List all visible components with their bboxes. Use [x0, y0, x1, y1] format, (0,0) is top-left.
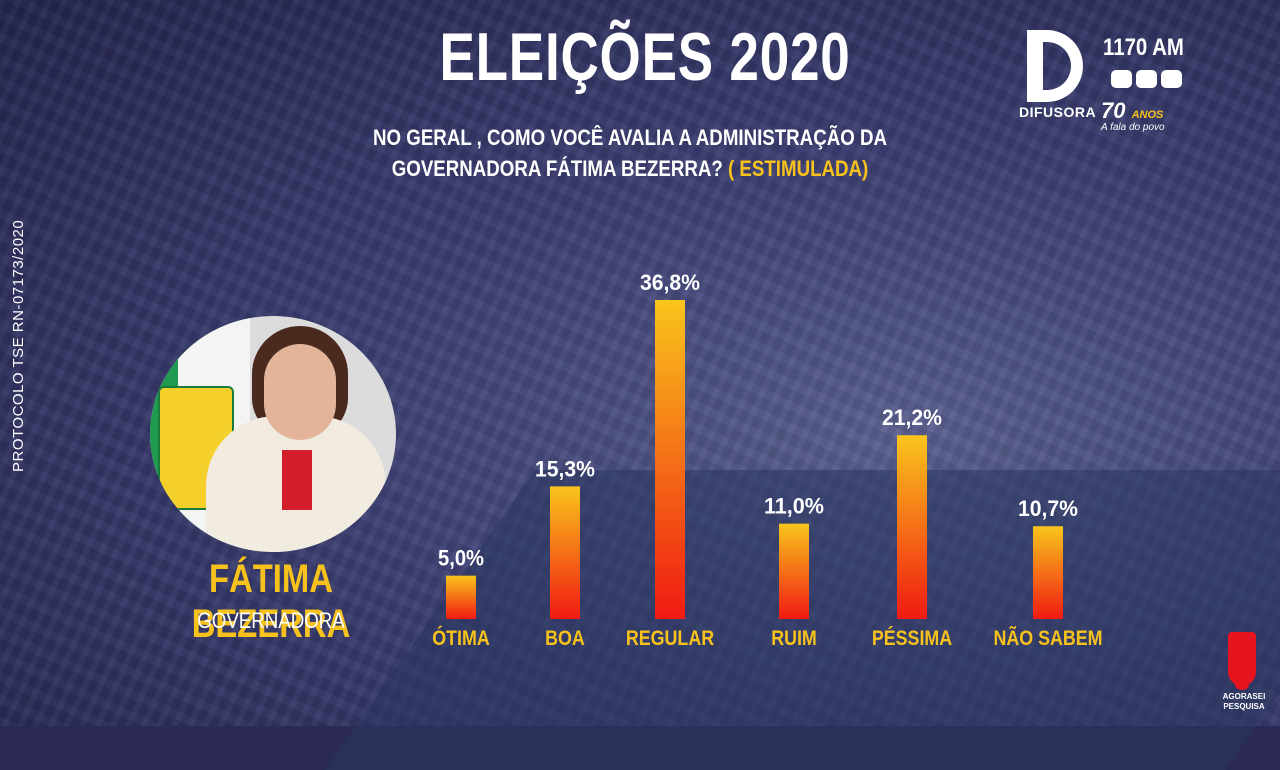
poll-question: NO GERAL , COMO VOCÊ AVALIA A ADMINISTRA…: [350, 122, 911, 184]
pollster-text: AGORASEI PESQUISA: [1218, 692, 1270, 712]
anniversary-word: ANOS: [1131, 109, 1164, 121]
android-icon: [1136, 70, 1157, 88]
category-label-3: RUIM: [771, 627, 817, 651]
category-label-0: ÓTIMA: [432, 625, 489, 651]
category-label-5: NÃO SABEM: [994, 626, 1103, 651]
pollster-name: AGORASEI: [1222, 692, 1266, 701]
station-motto: A fala do povo: [1101, 122, 1165, 133]
category-label-2: REGULAR: [626, 627, 714, 651]
bar-value-label-4: 21,2%: [882, 405, 942, 430]
anniversary-badge: 70 ANOS: [1101, 98, 1163, 124]
station-brand: DIFUSORA: [1019, 104, 1097, 120]
candidate-photo: [150, 316, 396, 552]
station-logo: DIFUSORA 1170 AM 70 ANOS A fala do povo: [1015, 26, 1215, 136]
bar-1: [550, 486, 580, 619]
anniversary-number: 70: [1101, 98, 1126, 123]
station-d-icon: [1027, 30, 1083, 102]
bar-0: [446, 575, 476, 619]
approval-bar-chart: 5,0% ÓTIMA 15,3% BOA 36,8% REGULAR 11,0% RUIM 21…: [432, 270, 1103, 651]
bar-value-label-5: 10,7%: [1018, 496, 1078, 521]
page-title: ELEIÇÕES 2020: [439, 19, 851, 95]
exclamation-icon: [1228, 632, 1256, 686]
category-label-1: BOA: [545, 627, 585, 651]
question-line-1: NO GERAL , COMO VOCÊ AVALIA A ADMINISTRA…: [373, 125, 887, 150]
station-frequency: 1170 AM: [1103, 34, 1184, 61]
bar-3: [779, 523, 809, 619]
bar-value-label-0: 5,0%: [438, 546, 484, 571]
apple-icon: [1161, 70, 1182, 88]
platform-icons: [1111, 70, 1183, 90]
bar-value-label-3: 11,0%: [764, 494, 824, 519]
bar-5: [1033, 526, 1063, 619]
bar-4: [897, 435, 927, 619]
bar-value-label-1: 15,3%: [535, 456, 595, 481]
candidate-role: GOVERNADORA: [197, 608, 345, 633]
bar-2: [655, 300, 685, 619]
category-label-4: PÉSSIMA: [872, 626, 952, 651]
question-line-2: GOVERNADORA FÁTIMA BEZERRA? ( ESTIMULADA…: [350, 153, 911, 184]
bar-value-label-2: 36,8%: [640, 270, 700, 295]
pollster-logo: AGORASEI PESQUISA: [1218, 632, 1268, 716]
question-line-2-text: GOVERNADORA FÁTIMA BEZERRA?: [391, 156, 723, 181]
pollster-subtitle: PESQUISA: [1223, 702, 1265, 711]
question-tag: ( ESTIMULADA): [728, 156, 869, 181]
candidate-name: FÁTIMA BEZERRA: [191, 557, 351, 646]
radio-icon: [1111, 70, 1132, 88]
